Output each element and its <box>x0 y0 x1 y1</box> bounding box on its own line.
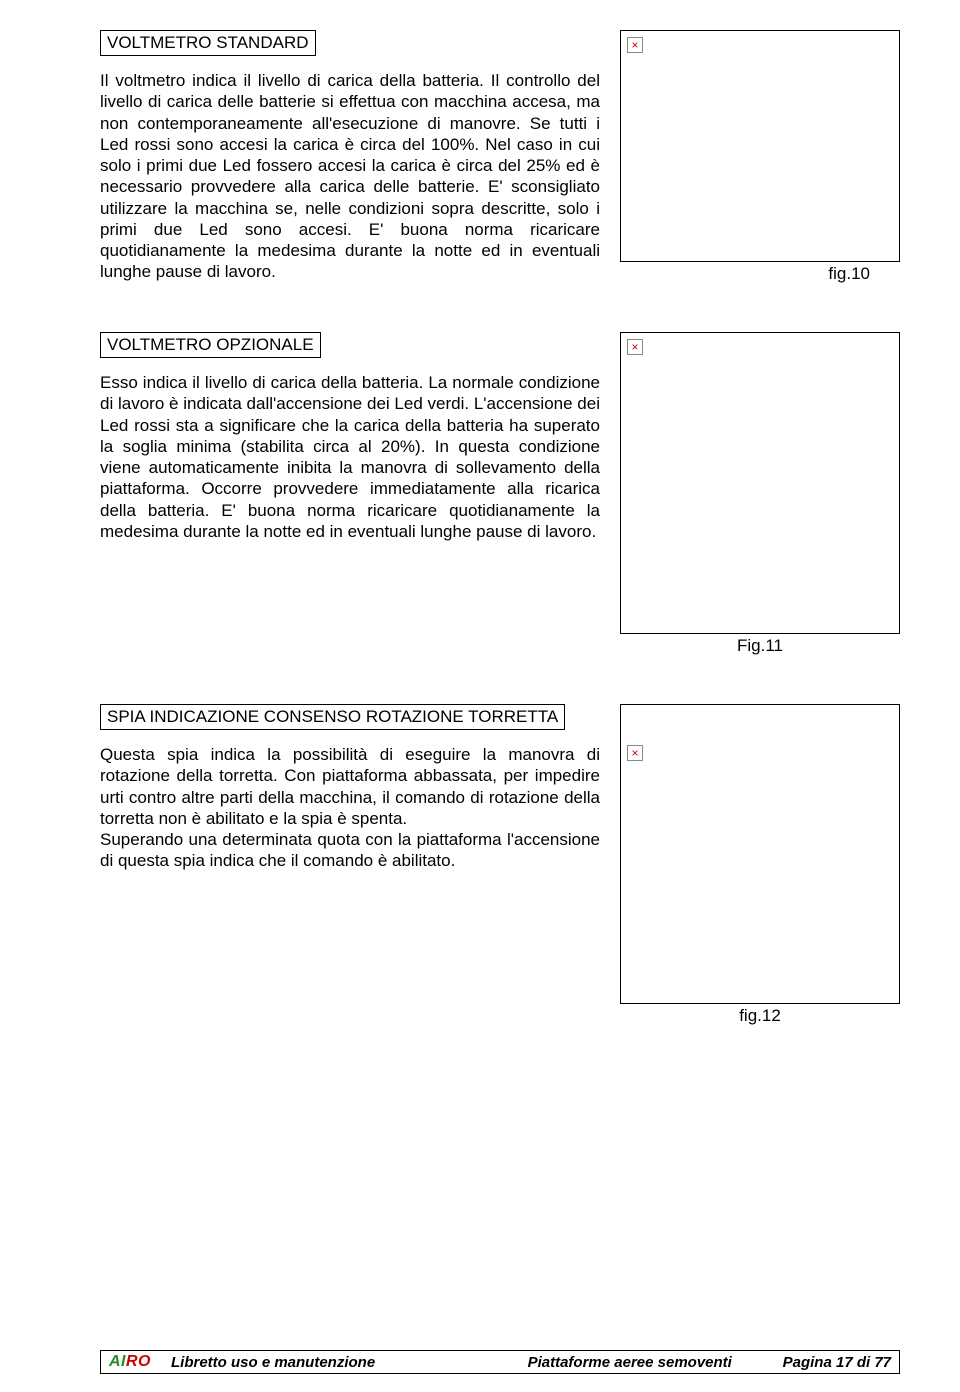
figure-placeholder: × <box>620 704 900 1004</box>
section: SPIA INDICAZIONE CONSENSO ROTAZIONE TORR… <box>100 704 900 1026</box>
section-body: Il voltmetro indica il livello di carica… <box>100 70 600 283</box>
document-page: VOLTMETRO STANDARD Il voltmetro indica il… <box>0 0 960 1392</box>
section-body: Questa spia indica la possibilità di ese… <box>100 744 600 872</box>
footer-left: Libretto uso e manutenzione <box>171 1354 477 1371</box>
section: VOLTMETRO OPZIONALE Esso indica il livell… <box>100 332 900 656</box>
logo-part-ai: AI <box>109 1353 126 1370</box>
text-column: VOLTMETRO OPZIONALE Esso indica il livell… <box>100 332 600 542</box>
broken-image-icon: × <box>627 37 643 53</box>
section-body: Esso indica il livello di carica della b… <box>100 372 600 542</box>
footer-center: Piattaforme aeree semoventi <box>477 1354 783 1371</box>
section-heading: VOLTMETRO STANDARD <box>100 30 316 56</box>
figure-caption: Fig.11 <box>737 636 783 656</box>
figure-caption: fig.12 <box>739 1006 781 1026</box>
figure-placeholder: × <box>620 30 900 262</box>
section-heading: VOLTMETRO OPZIONALE <box>100 332 321 358</box>
text-column: VOLTMETRO STANDARD Il voltmetro indica il… <box>100 30 600 283</box>
brand-logo: AIRO <box>109 1353 151 1371</box>
section: VOLTMETRO STANDARD Il voltmetro indica il… <box>100 30 900 284</box>
image-column: × fig.10 <box>620 30 900 284</box>
image-column: × Fig.11 <box>620 332 900 656</box>
image-column: × fig.12 <box>620 704 900 1026</box>
footer-bar: AIRO Libretto uso e manutenzione Piattaf… <box>100 1350 900 1374</box>
figure-caption: fig.10 <box>828 264 900 284</box>
figure-placeholder: × <box>620 332 900 634</box>
broken-image-icon: × <box>627 745 643 761</box>
page-footer: AIRO Libretto uso e manutenzione Piattaf… <box>100 1350 900 1374</box>
section-heading: SPIA INDICAZIONE CONSENSO ROTAZIONE TORR… <box>100 704 565 730</box>
text-column: SPIA INDICAZIONE CONSENSO ROTAZIONE TORR… <box>100 704 600 872</box>
logo-part-ro: RO <box>126 1353 151 1370</box>
footer-right: Pagina 17 di 77 <box>783 1354 891 1371</box>
broken-image-icon: × <box>627 339 643 355</box>
